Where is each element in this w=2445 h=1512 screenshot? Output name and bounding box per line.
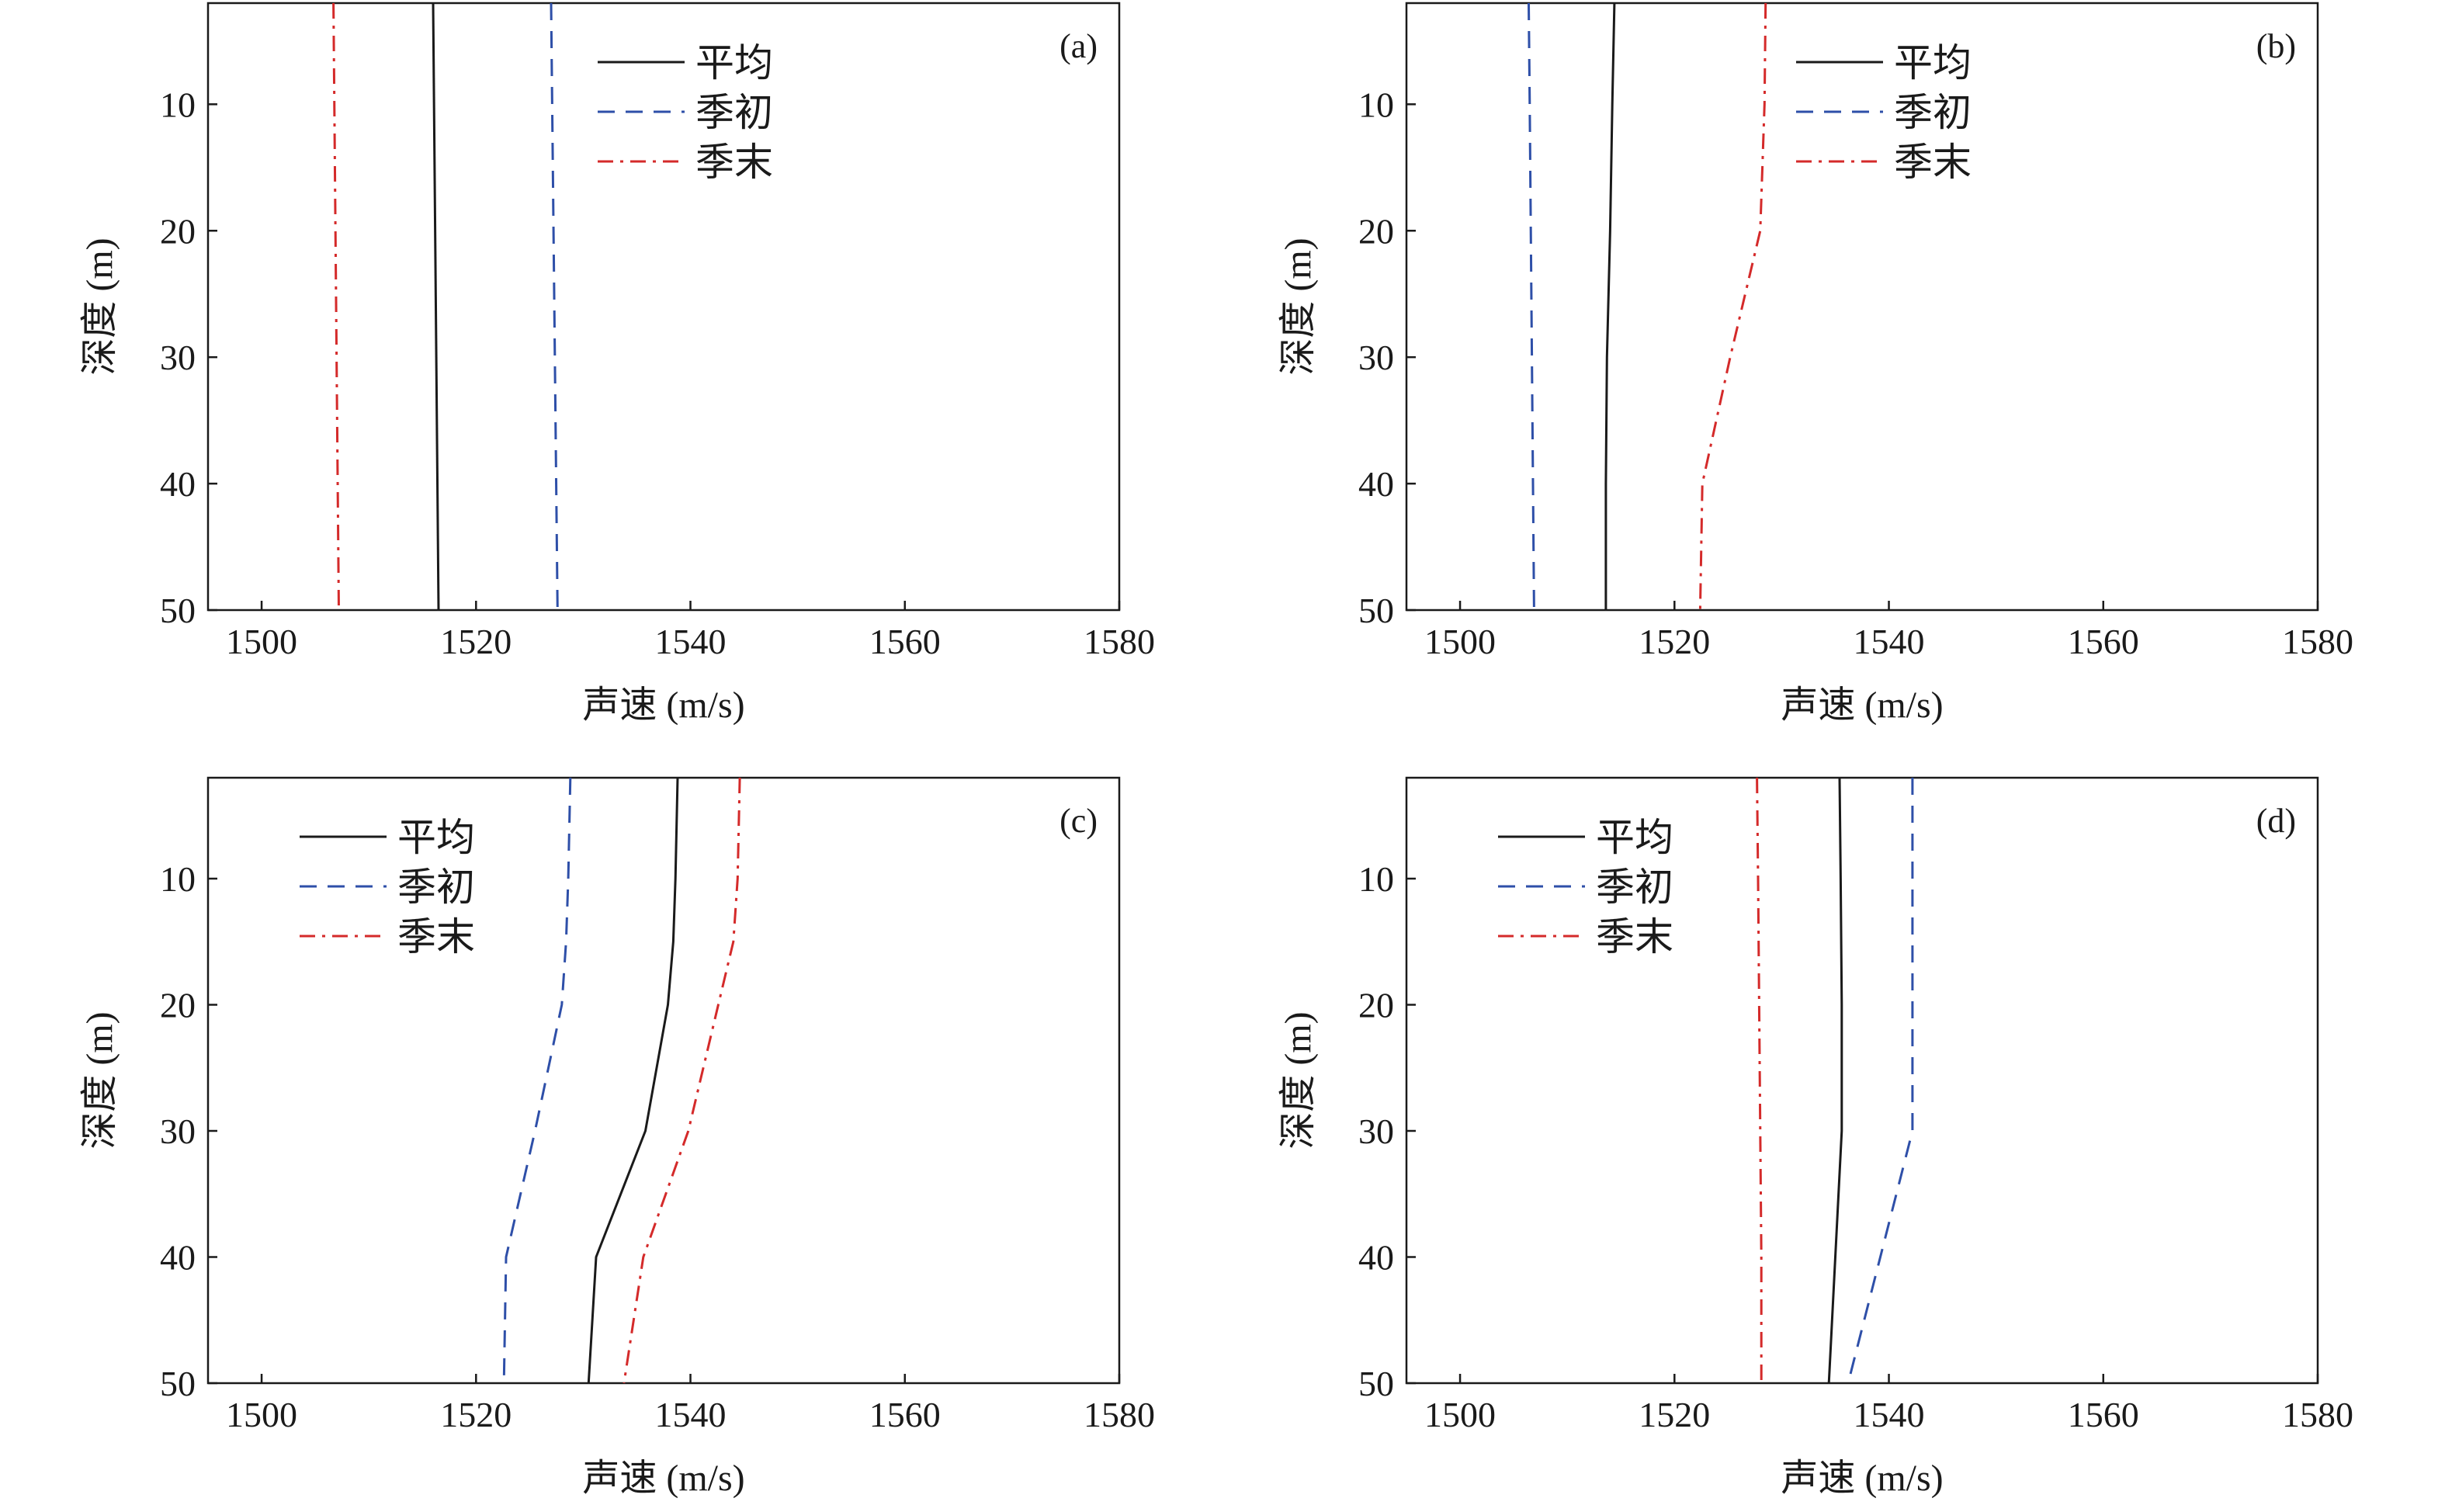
y-tick-label: 30 bbox=[160, 338, 196, 377]
y-tick-label: 20 bbox=[1358, 211, 1394, 251]
series-line-2 bbox=[1847, 778, 1914, 1384]
y-axis-title: 深度 (m) bbox=[79, 238, 120, 375]
y-tick-label: 40 bbox=[160, 1238, 196, 1278]
y-tick-label: 50 bbox=[160, 591, 196, 630]
series-line-3 bbox=[623, 777, 741, 1384]
series-line-3 bbox=[1756, 777, 1763, 1383]
x-tick-label: 1500 bbox=[226, 622, 297, 661]
chart-panel-c: 1500 1520 1540 1560 1580 10 20 30 40 50 声速 (m/s) 深度… bbox=[79, 776, 1155, 1499]
legend-label: 季初 bbox=[695, 91, 773, 134]
series-line-2 bbox=[502, 777, 572, 1384]
x-tick-label: 1580 bbox=[2282, 622, 2353, 661]
x-tick-label: 1560 bbox=[869, 622, 941, 661]
legend-label: 季末 bbox=[397, 915, 475, 959]
y-tick-label: 10 bbox=[1358, 85, 1394, 124]
x-axis-title: 声速 (m/s) bbox=[582, 1458, 744, 1499]
y-tick-label: 40 bbox=[1358, 464, 1394, 504]
y-tick-label: 40 bbox=[1358, 1238, 1394, 1278]
plot-frame bbox=[206, 2, 1121, 612]
x-tick-label: 1500 bbox=[226, 1395, 297, 1434]
x-tick-label: 1580 bbox=[1084, 1395, 1155, 1434]
y-tick-label: 30 bbox=[1358, 1111, 1394, 1151]
x-tick-label: 1520 bbox=[1639, 622, 1710, 661]
y-tick-label: 20 bbox=[160, 986, 196, 1025]
chart-panel-b: 1500 1520 1540 1560 1580 10 20 30 40 50 声速 (m/s) 深度… bbox=[1278, 2, 2353, 726]
y-tick-label: 10 bbox=[160, 85, 196, 124]
series-line-1 bbox=[432, 2, 440, 611]
x-tick-label: 1560 bbox=[2068, 1395, 2139, 1434]
legend-label: 平均 bbox=[1596, 816, 1673, 859]
y-tick-label: 50 bbox=[1358, 591, 1394, 630]
x-tick-label: 1540 bbox=[655, 622, 727, 661]
y-tick-label: 50 bbox=[160, 1364, 196, 1403]
y-tick-label: 50 bbox=[1358, 1364, 1394, 1403]
chart-panel-a: 1500 1520 1540 1560 1580 10 20 30 40 50 声速 (m/s) 深度… bbox=[79, 2, 1155, 726]
series-line-2 bbox=[1528, 2, 1535, 611]
x-tick-label: 1580 bbox=[1084, 622, 1155, 661]
legend-label: 季初 bbox=[1894, 91, 1972, 134]
x-tick-label: 1520 bbox=[440, 1395, 512, 1434]
plot-frame bbox=[1405, 2, 2319, 612]
legend-label: 平均 bbox=[695, 41, 773, 85]
y-tick-label: 20 bbox=[1358, 986, 1394, 1025]
y-tick-label: 20 bbox=[160, 211, 196, 251]
x-tick-label: 1500 bbox=[1424, 1395, 1496, 1434]
chart-panel-d: 1500 1520 1540 1560 1580 10 20 30 40 50 声速 (m/s) 深度… bbox=[1278, 776, 2353, 1499]
plot-frame bbox=[206, 776, 1121, 1385]
panel-label: (d) bbox=[2256, 802, 2296, 840]
panel-label: (c) bbox=[1060, 802, 1098, 840]
legend-label: 季初 bbox=[397, 865, 475, 909]
y-tick-label: 40 bbox=[160, 464, 196, 504]
x-axis-title: 声速 (m/s) bbox=[582, 685, 744, 726]
legend-label: 季初 bbox=[1596, 865, 1673, 909]
panel-label: (b) bbox=[2256, 27, 2296, 65]
series-line-2 bbox=[550, 2, 559, 611]
x-tick-label: 1520 bbox=[1639, 1395, 1710, 1434]
legend-label: 季末 bbox=[1596, 915, 1673, 959]
series-line-3 bbox=[1698, 2, 1767, 611]
panel-label: (a) bbox=[1060, 27, 1098, 65]
x-tick-label: 1540 bbox=[1854, 622, 1925, 661]
series-line-1 bbox=[1604, 2, 1616, 610]
plot-frame bbox=[1405, 776, 2319, 1385]
x-tick-label: 1560 bbox=[869, 1395, 941, 1434]
x-tick-label: 1580 bbox=[2282, 1395, 2353, 1434]
x-tick-label: 1500 bbox=[1424, 622, 1496, 661]
y-tick-label: 10 bbox=[1358, 859, 1394, 899]
legend-label: 平均 bbox=[397, 816, 475, 859]
x-tick-label: 1520 bbox=[440, 622, 512, 661]
y-tick-label: 30 bbox=[160, 1111, 196, 1151]
x-tick-label: 1540 bbox=[655, 1395, 727, 1434]
series-line-1 bbox=[587, 777, 679, 1384]
x-tick-label: 1560 bbox=[2068, 622, 2139, 661]
y-tick-label: 10 bbox=[160, 859, 196, 899]
legend-label: 季末 bbox=[695, 140, 773, 184]
x-tick-label: 1540 bbox=[1854, 1395, 1925, 1434]
chart-panels: 1500 1520 1540 1560 1580 10 20 30 40 50 声速 (m/s) 深度… bbox=[79, 2, 2353, 1499]
y-tick-label: 30 bbox=[1358, 338, 1394, 377]
y-axis-title: 深度 (m) bbox=[79, 1011, 120, 1149]
series-line-1 bbox=[1827, 777, 1843, 1384]
y-axis-title: 深度 (m) bbox=[1278, 238, 1319, 375]
x-axis-title: 声速 (m/s) bbox=[1781, 1458, 1943, 1499]
legend-label: 季末 bbox=[1894, 140, 1972, 184]
x-axis-title: 声速 (m/s) bbox=[1781, 685, 1943, 726]
legend-label: 平均 bbox=[1894, 41, 1972, 85]
series-line-3 bbox=[332, 2, 340, 611]
y-axis-title: 深度 (m) bbox=[1278, 1011, 1319, 1149]
